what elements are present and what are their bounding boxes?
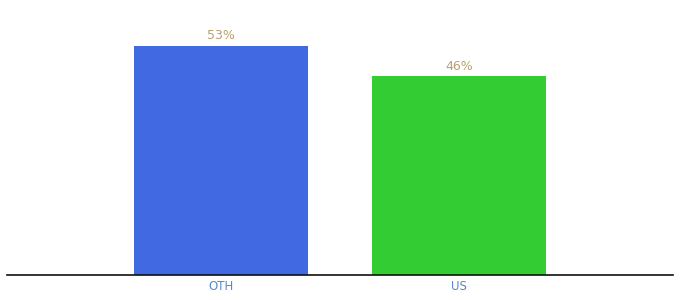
Text: 53%: 53%: [207, 29, 235, 42]
Bar: [372, 76, 546, 275]
Bar: [134, 46, 308, 275]
Text: 46%: 46%: [445, 60, 473, 73]
